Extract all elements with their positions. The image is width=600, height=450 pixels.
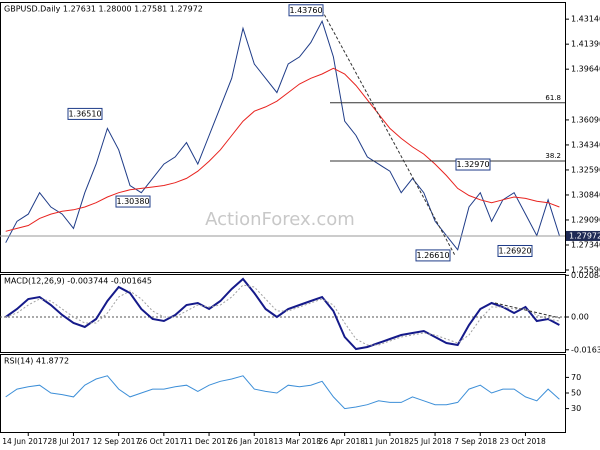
x-tick-label: 25 Jul 2018	[409, 437, 452, 446]
y-tick-label: -0.016389	[571, 345, 600, 354]
x-tick-label: 11 Dec 2017	[183, 437, 231, 446]
x-tick-label: 11 Jun 2018	[364, 437, 409, 446]
x-tick-label: 23 Oct 2018	[499, 437, 546, 446]
series-line	[5, 375, 560, 410]
watermark: ActionForex.com	[205, 209, 355, 230]
y-tick-label: 1.27340	[571, 240, 600, 249]
y-tick-label: 1.41390	[571, 40, 600, 49]
series-line	[5, 67, 560, 232]
series-line	[5, 19, 560, 251]
annotation-box	[67, 107, 103, 120]
panel-title: GBPUSD.Daily 1.27631 1.28000 1.27581 1.2…	[4, 5, 203, 14]
y-tick-label: 1.30840	[571, 190, 600, 199]
annotation-label: 1.36510	[68, 109, 101, 118]
annotation-box	[115, 195, 151, 208]
y-tick-label: 1.36090	[571, 115, 600, 124]
y-tick-label: 1.32590	[571, 165, 600, 174]
x-tick-label: 14 Jun 2017	[2, 437, 47, 446]
fib-label: 61.8	[545, 94, 561, 102]
panel-frame	[0, 2, 566, 273]
trend-line	[321, 10, 456, 256]
x-tick-label: 7 Sep 2018	[454, 437, 497, 446]
panel-frame	[0, 274, 566, 353]
last-price-label: 1.27972	[569, 231, 600, 240]
annotation-label: 1.43760	[289, 6, 322, 15]
annotation-label: 1.32970	[456, 160, 489, 169]
y-tick-label: 1.25590	[571, 265, 600, 274]
annotation-label: 1.26610	[416, 251, 449, 260]
y-tick-label: 1.43140	[571, 15, 600, 24]
x-tick-label: 26 Apr 2018	[319, 437, 366, 446]
x-tick-label: 13 Mar 2018	[273, 437, 321, 446]
y-tick-label: 70	[571, 373, 581, 382]
y-tick-label: 1.34340	[571, 140, 600, 149]
annotation-label: 1.30380	[116, 197, 149, 206]
annotation-label: 1.26920	[498, 246, 531, 255]
y-tick-label: 30	[571, 404, 581, 413]
annotation-box	[288, 4, 324, 17]
panel-title: MACD(12,26,9) -0.003744 -0.001645	[4, 277, 152, 286]
series-line	[5, 284, 560, 346]
y-tick-label: 1.29090	[571, 215, 600, 224]
y-tick-label: 50	[571, 389, 581, 398]
last-price-box	[566, 230, 600, 241]
fib-label: 38.2	[545, 152, 561, 160]
y-tick-label: 1.39640	[571, 65, 600, 74]
macd-trend-line	[494, 302, 561, 319]
x-tick-label: 12 Sep 2017	[93, 437, 141, 446]
panel-title: RSI(14) 41.8772	[4, 357, 69, 366]
y-tick-label: 0.020848	[571, 271, 600, 280]
annotation-box	[497, 244, 533, 257]
x-tick-label: 28 Jul 2017	[47, 437, 90, 446]
x-tick-label: 26 Oct 2017	[138, 437, 185, 446]
y-tick-label: 0.00	[571, 313, 589, 322]
series-line	[5, 277, 560, 351]
annotation-box	[455, 158, 491, 171]
x-tick-label: 26 Jan 2018	[228, 437, 273, 446]
annotation-box	[415, 249, 451, 262]
